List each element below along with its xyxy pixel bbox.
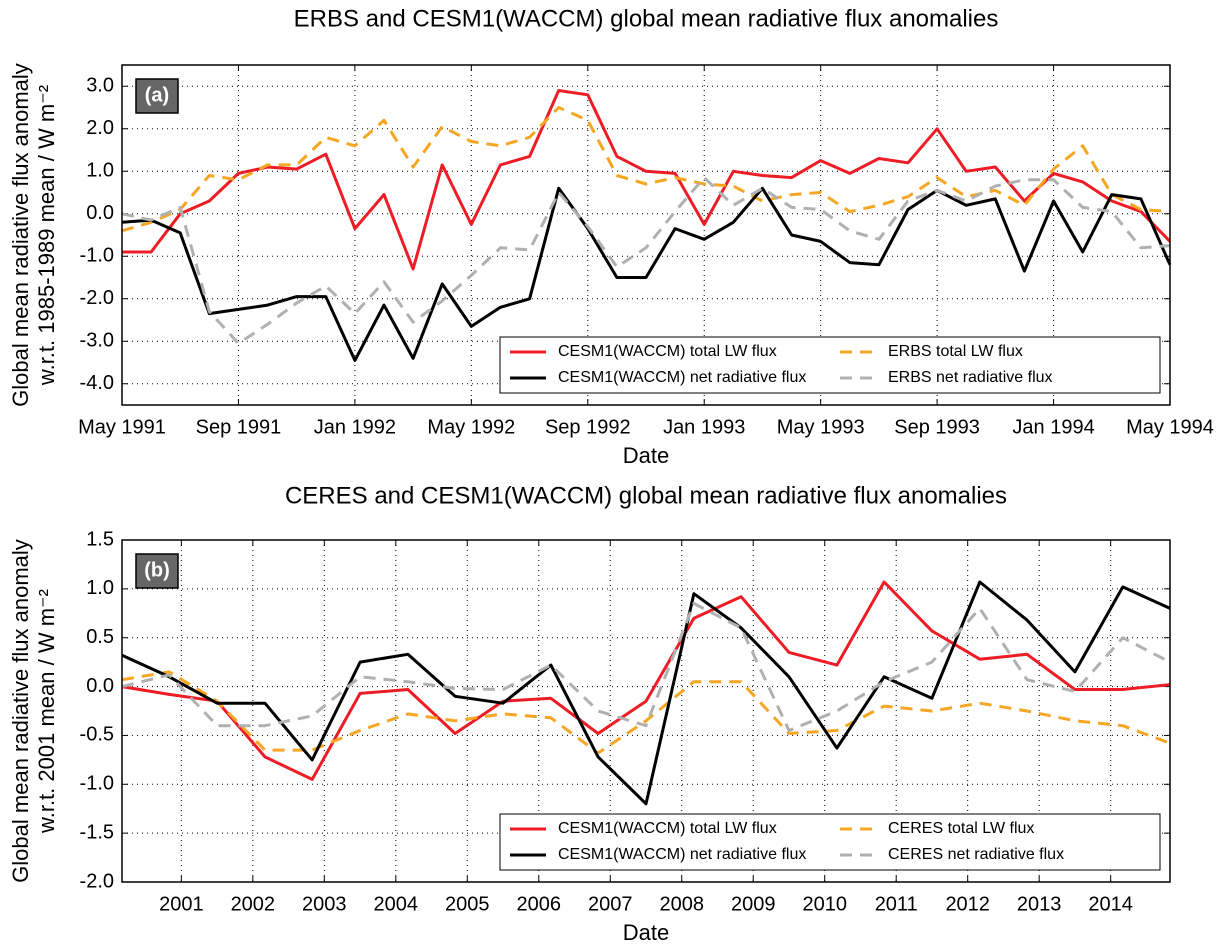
- legend-box: [499, 336, 1161, 394]
- x-tick-label: Jan 1994: [1012, 416, 1094, 438]
- x-tick-label: 2014: [1088, 893, 1133, 915]
- x-tick-label: 2009: [731, 893, 776, 915]
- x-tick-label: Sep 1993: [894, 416, 980, 438]
- x-tick-label: 2006: [517, 893, 562, 915]
- y-tick-label: 3.0: [86, 75, 114, 97]
- y-tick-label: -1.0: [80, 245, 114, 267]
- y-tick-label: 0.5: [86, 626, 114, 648]
- x-tick-label: May 1992: [427, 416, 515, 438]
- y-tick-label: -2.0: [80, 870, 114, 892]
- x-tick-label: May 1991: [78, 416, 166, 438]
- legend-label: CESM1(WACCM) total LW flux: [558, 820, 777, 837]
- y-axis-label: Global mean radiative flux anomaly: [8, 539, 33, 883]
- x-tick-label: Sep 1992: [545, 416, 631, 438]
- y-tick-label: 1.0: [86, 577, 114, 599]
- x-tick-label: May 1994: [1126, 416, 1214, 438]
- y-tick-label: -1.0: [80, 773, 114, 795]
- data-line: [121, 186, 1172, 362]
- x-tick-label: 2007: [588, 893, 633, 915]
- data-line: [121, 580, 1171, 806]
- x-tick-label: 2003: [302, 893, 347, 915]
- x-tick-label: Sep 1991: [196, 416, 282, 438]
- y-tick-label: 1.5: [86, 528, 114, 550]
- y-axis-label: w.r.t. 2001 mean / W m⁻²: [34, 589, 59, 834]
- legend-label: CESM1(WACCM) total LW flux: [558, 343, 777, 360]
- x-axis-label: Date: [623, 443, 669, 468]
- x-tick-label: 2010: [802, 893, 847, 915]
- x-tick-label: 2005: [445, 893, 490, 915]
- legend-label: CESM1(WACCM) net radiative flux: [558, 369, 806, 386]
- data-line: [121, 176, 1171, 345]
- y-tick-label: -0.5: [80, 724, 114, 746]
- x-tick-label: 2004: [374, 893, 419, 915]
- data-line: [121, 580, 1171, 781]
- x-tick-label: Jan 1993: [663, 416, 745, 438]
- chart-title: ERBS and CESM1(WACCM) global mean radiat…: [294, 5, 999, 32]
- y-axis-label: w.r.t. 1985-1989 mean / W m⁻²: [34, 85, 59, 386]
- data-line: [121, 670, 1171, 755]
- panel-label-box: [135, 553, 179, 589]
- legend-label: CERES net radiative flux: [888, 846, 1064, 863]
- plot-frame: [121, 539, 1171, 883]
- x-tick-label: 2011: [875, 893, 918, 915]
- legend-label: ERBS total LW flux: [888, 343, 1023, 360]
- panel-label: (b): [144, 559, 170, 581]
- x-tick-label: 2002: [231, 893, 276, 915]
- legend-box: [499, 813, 1161, 871]
- x-axis-label: Date: [623, 920, 669, 945]
- y-tick-label: -1.5: [80, 821, 114, 843]
- data-line: [121, 602, 1171, 732]
- data-line: [122, 89, 1172, 271]
- y-tick-label: 2.0: [86, 117, 114, 139]
- x-tick-label: 2012: [945, 893, 990, 915]
- x-tick-label: 2013: [1017, 893, 1062, 915]
- legend-label: CERES total LW flux: [888, 820, 1034, 837]
- panel-label-box: [135, 78, 179, 114]
- y-tick-label: -4.0: [80, 372, 114, 394]
- chart-title: CERES and CESM1(WACCM) global mean radia…: [285, 482, 1007, 509]
- y-tick-label: -2.0: [80, 287, 114, 309]
- y-tick-label: 0.0: [86, 202, 114, 224]
- x-tick-label: Jan 1992: [314, 416, 396, 438]
- plot-frame: [121, 64, 1171, 406]
- x-tick-label: 2001: [159, 893, 204, 915]
- legend-label: ERBS net radiative flux: [888, 369, 1053, 386]
- x-tick-label: 2008: [659, 893, 704, 915]
- x-tick-label: May 1993: [777, 416, 865, 438]
- legend-label: CESM1(WACCM) net radiative flux: [558, 846, 806, 863]
- y-tick-label: 1.0: [86, 160, 114, 182]
- panel-label: (a): [145, 84, 169, 106]
- y-tick-label: -3.0: [80, 330, 114, 352]
- y-tick-label: 0.0: [86, 675, 114, 697]
- data-line: [121, 106, 1171, 233]
- y-axis-label: Global mean radiative flux anomaly: [8, 63, 33, 407]
